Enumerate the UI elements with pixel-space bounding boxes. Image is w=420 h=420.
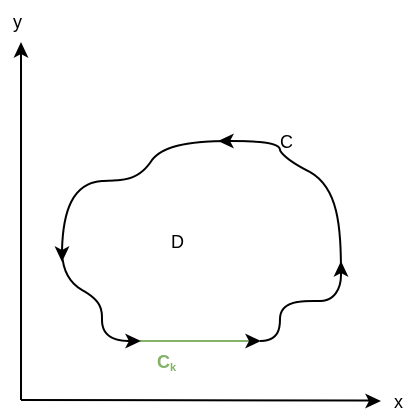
- y-axis-arrowhead: [13, 42, 29, 58]
- x-axis: x: [20, 392, 403, 412]
- segment-ck-label: Ck: [157, 352, 177, 374]
- y-axis-label: y: [13, 12, 22, 32]
- segment-ck-label-sub: k: [170, 362, 177, 374]
- boundary-curve: [60, 139, 343, 342]
- y-axis: y: [13, 12, 29, 400]
- curve-label: C: [280, 132, 293, 152]
- segment-ck-label-main: C: [157, 352, 170, 372]
- arrowhead-left: [54, 246, 70, 262]
- arrowhead-bottom-right: [245, 333, 261, 349]
- arrowhead-top: [218, 133, 234, 149]
- x-axis-arrowhead: [365, 393, 381, 409]
- x-axis-line: [20, 399, 371, 402]
- x-axis-label: x: [394, 392, 403, 412]
- arrowhead-right: [333, 261, 349, 277]
- region-label: D: [171, 232, 184, 252]
- arrowhead-bottom-left: [125, 333, 141, 349]
